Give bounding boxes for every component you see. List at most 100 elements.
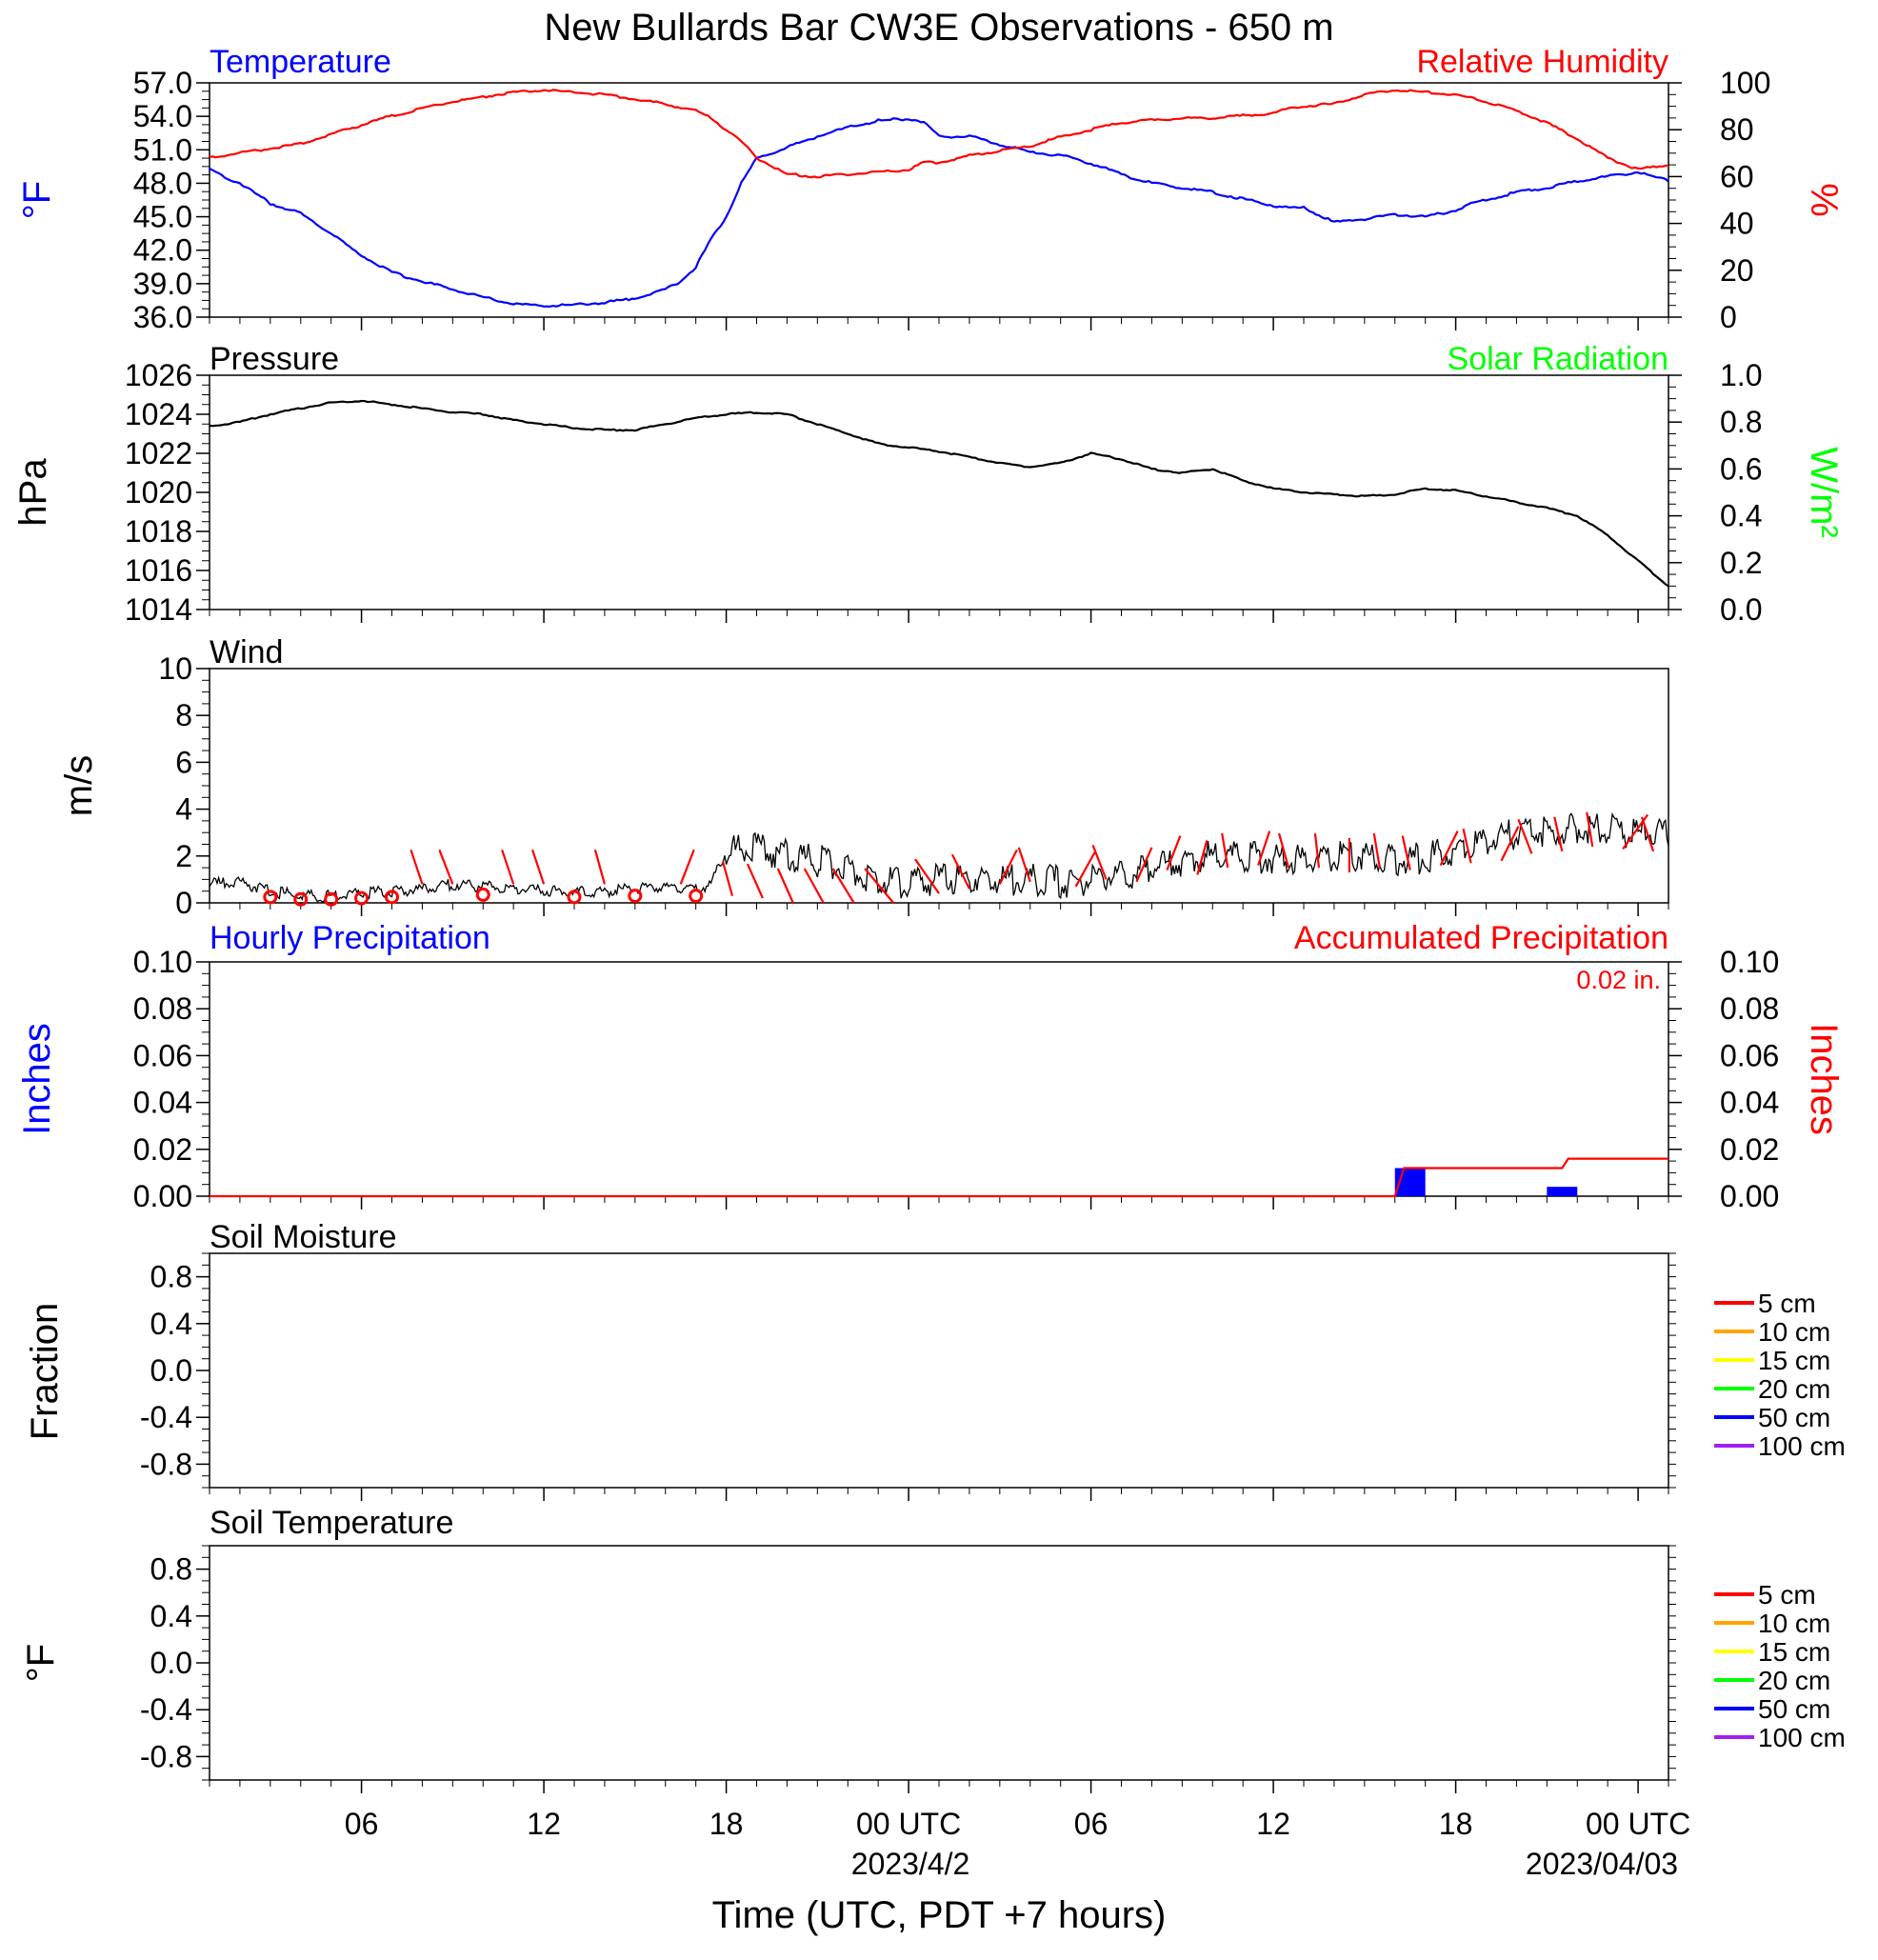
hourly-precip-title: Hourly Precipitation xyxy=(210,920,490,956)
figure-title: New Bullards Bar CW3E Observations - 650… xyxy=(544,7,1333,49)
temp_rh-left-tick-label: 48.0 xyxy=(133,166,192,200)
wind-barb xyxy=(1017,847,1031,883)
wind-barb xyxy=(1640,816,1655,852)
wind-barb xyxy=(1500,826,1520,862)
precip-right-tick-label: 0.04 xyxy=(1720,1086,1779,1120)
temp_rh-right-tick-label: 80 xyxy=(1720,112,1754,147)
pressure-right-tick-label: 0.2 xyxy=(1720,546,1762,580)
precip-left-tick-label: 0.06 xyxy=(133,1038,192,1072)
wind-barb xyxy=(1586,811,1594,848)
pressure-right-tick-label: 0.0 xyxy=(1720,592,1762,627)
ylabel-precip-right: Inches xyxy=(1803,1023,1845,1135)
ylabel-pressure: hPa xyxy=(12,458,54,527)
soil-temp-legend-label: 100 cm xyxy=(1758,1723,1846,1752)
wind-barb xyxy=(1074,851,1096,888)
wind-barb xyxy=(950,853,970,890)
soil_moisture-left-tick-label: -0.4 xyxy=(140,1400,192,1434)
x-tick-label: 18 xyxy=(709,1807,744,1841)
x-date-label-1: 2023/4/2 xyxy=(851,1847,970,1881)
precip-right-tick-label: 0.10 xyxy=(1720,945,1779,979)
soil-moisture-title: Soil Moisture xyxy=(210,1219,397,1255)
x-tick-label: 06 xyxy=(1074,1807,1109,1841)
wind-barb xyxy=(831,868,855,904)
wind-calm-marker xyxy=(354,890,370,906)
x-date-label-2: 2023/04/03 xyxy=(1526,1847,1678,1881)
wind-barb xyxy=(1462,828,1472,864)
temp_rh-left-tick-label: 39.0 xyxy=(133,267,192,301)
wind-barb xyxy=(1313,832,1321,869)
wind-barb xyxy=(1166,835,1182,870)
wind-left-tick-label: 2 xyxy=(175,839,192,873)
temp_rh-left-tick-label: 36.0 xyxy=(133,300,192,334)
x-tick-label: 00 UTC xyxy=(856,1807,961,1841)
wind-calm-marker xyxy=(567,890,582,905)
soil-temp-legend-label: 5 cm xyxy=(1758,1580,1816,1610)
precip-right-tick-label: 0.08 xyxy=(1720,991,1779,1026)
pressure-left-tick-label: 1022 xyxy=(125,436,192,470)
soil-temp-legend-label: 50 cm xyxy=(1758,1694,1830,1724)
pressure-right-tick-label: 0.8 xyxy=(1720,405,1762,439)
soil-temp-title: Soil Temperature xyxy=(210,1505,453,1541)
soil_moisture-left-tick-label: -0.8 xyxy=(140,1447,192,1481)
panel-pressure-frame xyxy=(209,374,1669,610)
soil_temp-left-tick-label: 0.4 xyxy=(150,1599,192,1633)
panel-soil-temp-frame xyxy=(209,1545,1669,1781)
wind-barb xyxy=(679,849,695,885)
pressure-left-tick-label: 1024 xyxy=(125,397,192,431)
hourly-precip-bar xyxy=(1547,1187,1578,1196)
wind-barb xyxy=(593,850,606,885)
pressure-left-tick-label: 1016 xyxy=(125,553,192,588)
soil_temp-left-tick-label: -0.8 xyxy=(140,1739,192,1773)
wind-series-line xyxy=(209,811,1669,903)
wind-barb xyxy=(438,849,454,885)
temp_rh-right-tick-label: 100 xyxy=(1720,66,1770,100)
temp_rh-left-tick-label: 42.0 xyxy=(133,233,192,268)
soil-temp-legend-label: 15 cm xyxy=(1758,1637,1830,1667)
wind-barb xyxy=(501,849,515,885)
temp_rh-left-tick-label: 45.0 xyxy=(133,200,192,234)
soil-moisture-legend-label: 15 cm xyxy=(1758,1346,1830,1375)
wind-calm-marker xyxy=(689,889,704,904)
soil-moisture-legend-label: 100 cm xyxy=(1758,1431,1846,1461)
temp_rh-right-tick-label: 0 xyxy=(1720,300,1737,334)
x-tick-label: 06 xyxy=(345,1807,379,1841)
wind-calm-marker xyxy=(324,891,339,907)
wind-barb xyxy=(1257,830,1271,866)
ylabel-wind: m/s xyxy=(58,755,100,816)
pressure-title: Pressure xyxy=(210,341,339,377)
soil-moisture-legend-label: 5 cm xyxy=(1758,1289,1816,1318)
soil-moisture-legend-label: 50 cm xyxy=(1758,1403,1830,1432)
x-tick-label: 18 xyxy=(1439,1807,1473,1841)
wind-barb xyxy=(1622,813,1649,850)
wind-calm-marker xyxy=(385,890,399,905)
accum-precip-line xyxy=(210,1157,1668,1198)
wind-barb xyxy=(1553,816,1564,852)
temperature-title: Temperature xyxy=(210,44,391,80)
soil_temp-left-tick-label: 0.8 xyxy=(150,1552,192,1587)
soil_temp-left-tick-label: 0.0 xyxy=(150,1646,192,1680)
wind-calm-marker xyxy=(263,890,278,905)
precip-right-tick-label: 0.00 xyxy=(1720,1179,1779,1213)
wind-barb xyxy=(1221,832,1229,869)
temp_rh-right-tick-label: 20 xyxy=(1720,253,1754,288)
wind-barb xyxy=(410,849,424,885)
precip-left-tick-label: 0.08 xyxy=(133,991,192,1026)
wind-barb xyxy=(998,849,1018,885)
pressure-left-tick-label: 1020 xyxy=(125,475,192,510)
temp_rh-left-tick-label: 57.0 xyxy=(133,66,192,100)
wind-title: Wind xyxy=(210,634,283,670)
ylabel-solar: W/m² xyxy=(1803,447,1845,538)
wind-barb xyxy=(914,858,940,894)
ylabel-temperature: °F xyxy=(16,181,58,219)
soil-moisture-legend-label: 10 cm xyxy=(1758,1317,1830,1347)
wind-barb xyxy=(1372,832,1381,869)
wind-barb xyxy=(1277,832,1290,869)
wind-calm-marker xyxy=(475,887,490,902)
pressure-right-tick-label: 1.0 xyxy=(1720,358,1762,392)
wind-barb xyxy=(746,863,764,899)
panel-precip-frame xyxy=(209,961,1669,1197)
precip-left-tick-label: 0.10 xyxy=(133,945,192,979)
accum-precip-title: Accumulated Precipitation xyxy=(1294,920,1668,956)
pressure-left-tick-label: 1026 xyxy=(125,358,192,392)
